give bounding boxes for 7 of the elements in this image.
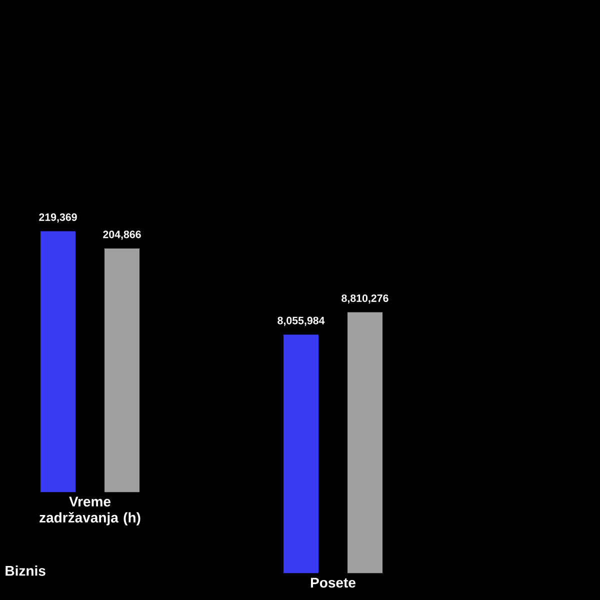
text: Biznis [6, 566, 46, 576]
data-label: 219,369 [39, 213, 77, 222]
data-label: 204,866 [103, 230, 141, 240]
data-label: 8,055,984 [278, 316, 325, 326]
x-tick-label: Posete [310, 578, 356, 588]
x-tick-label: Vreme zadržavanja (h) [40, 496, 140, 526]
data-label: 8,810,276 [342, 294, 388, 304]
